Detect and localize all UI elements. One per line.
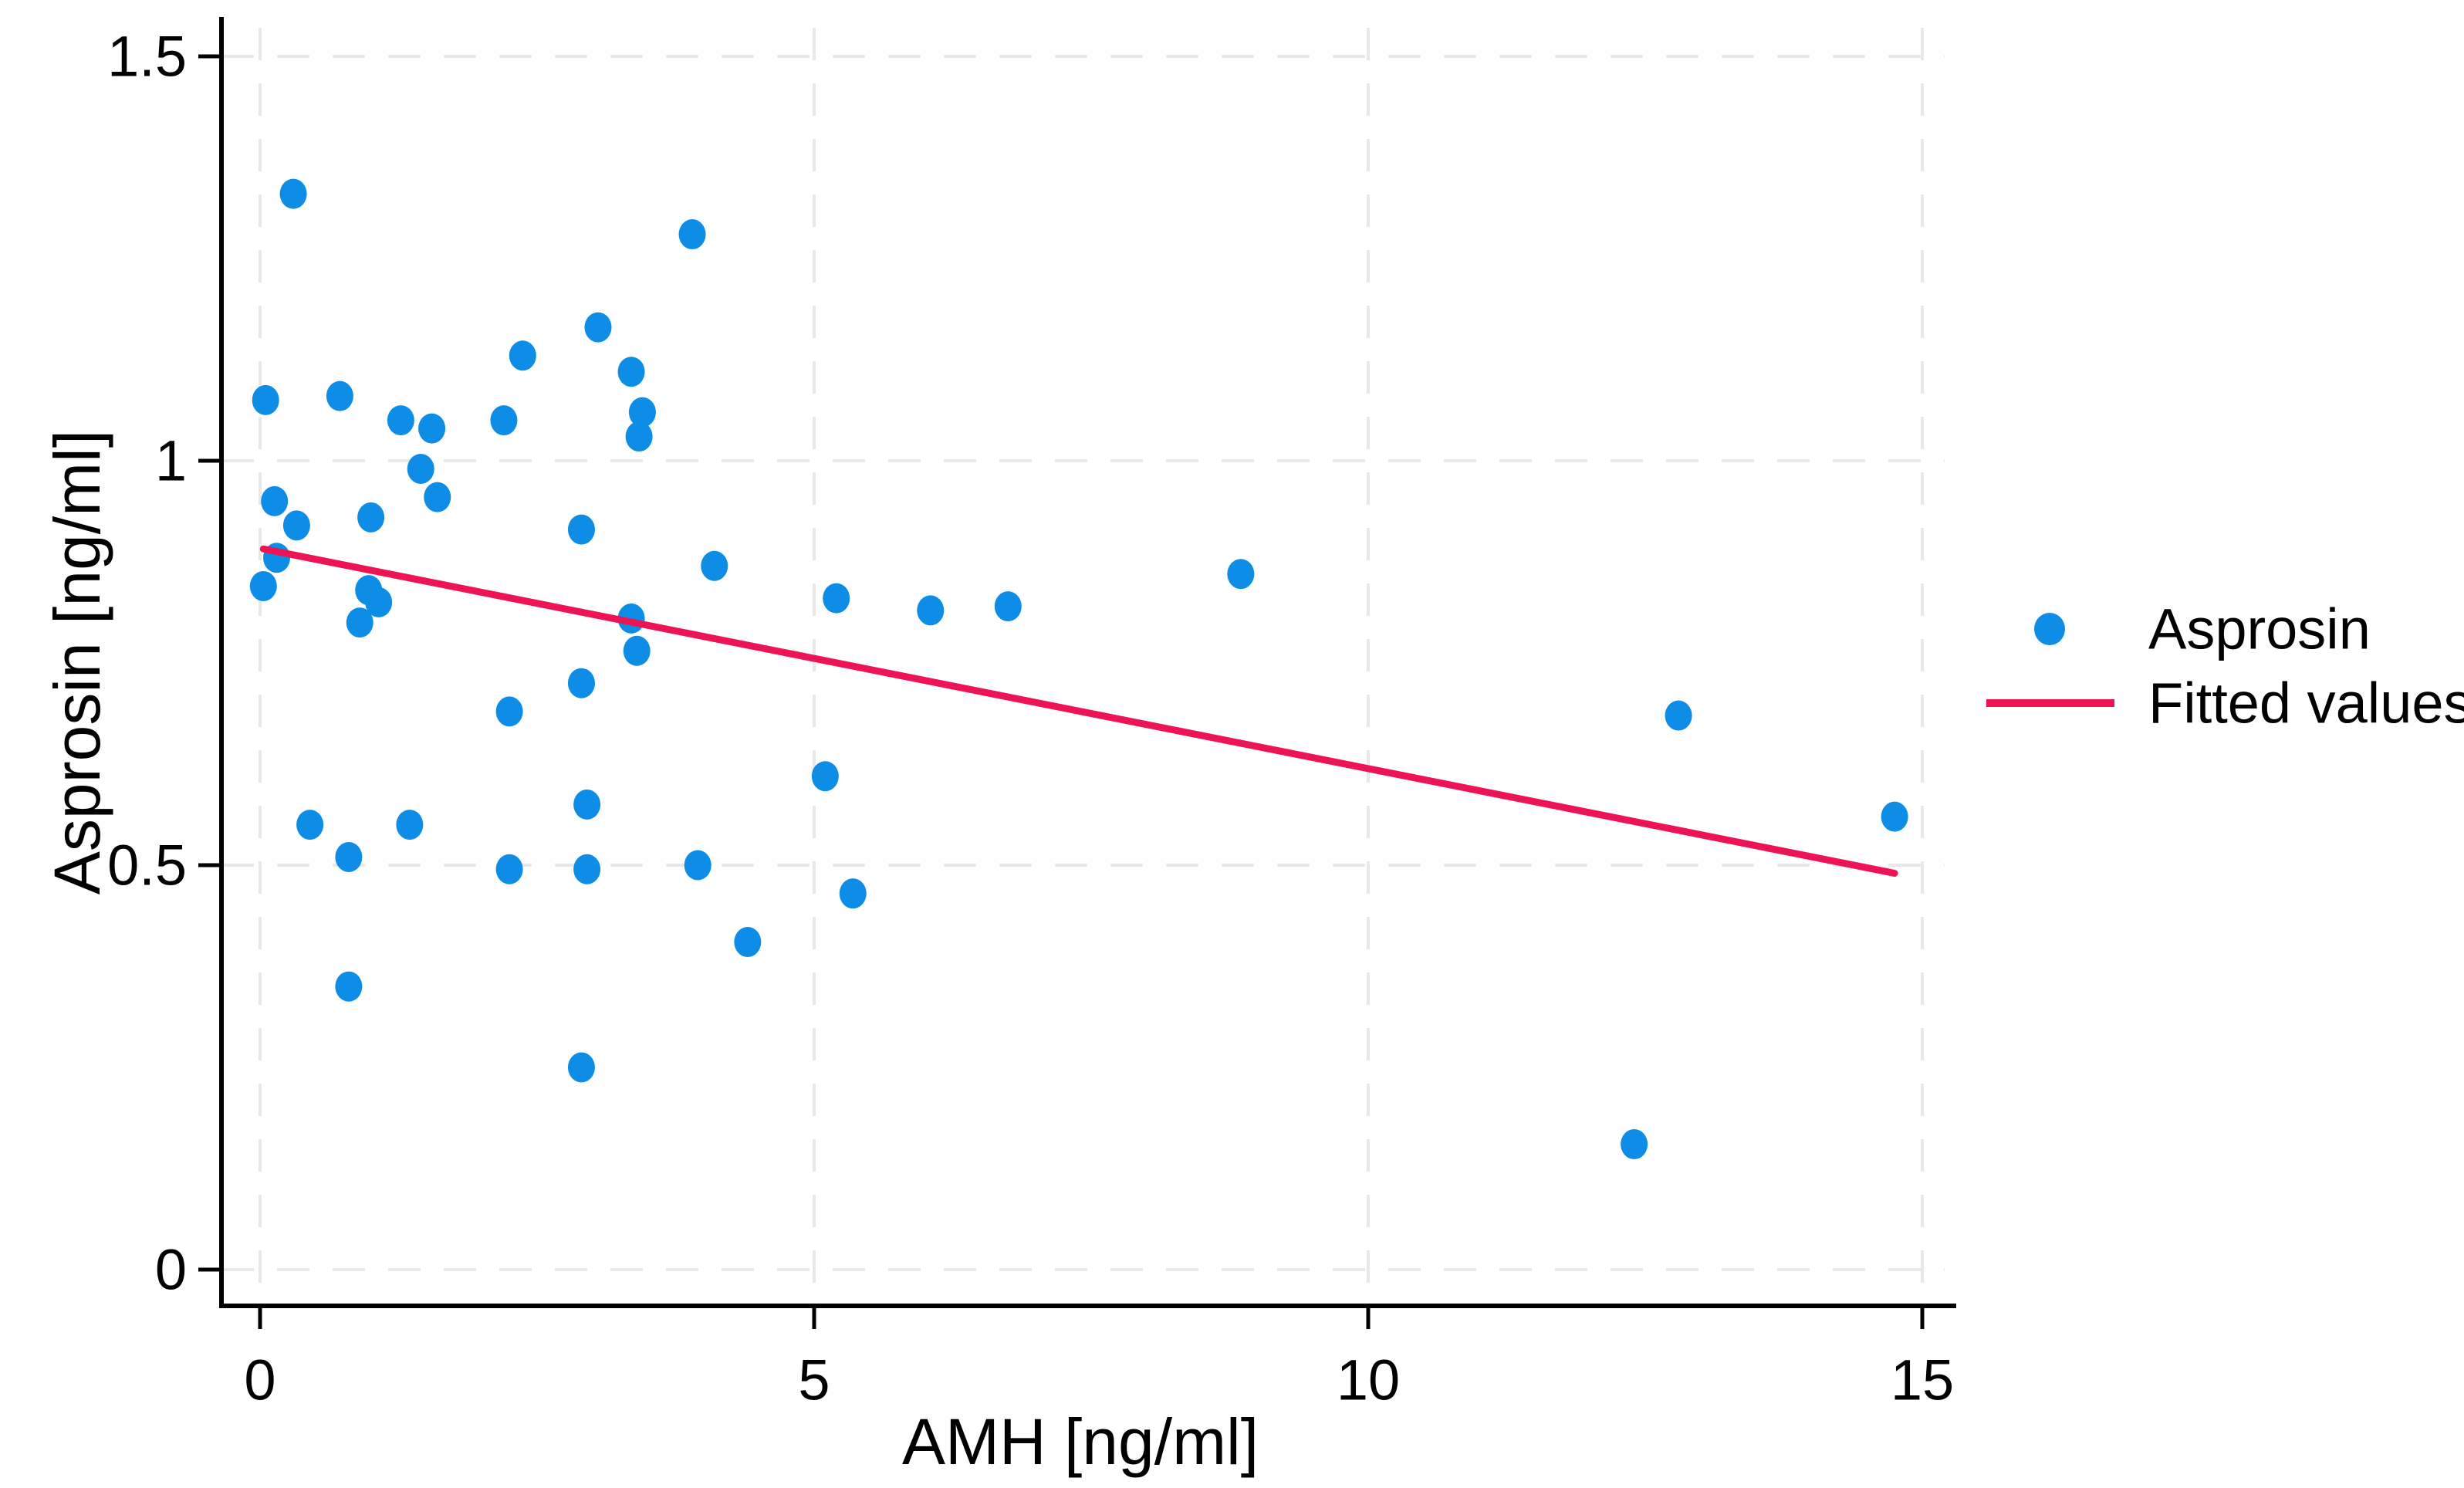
scatter-point	[407, 453, 434, 484]
scatter-point	[625, 421, 653, 452]
scatter-point	[490, 405, 518, 436]
scatter-point	[261, 485, 289, 516]
scatter-point	[495, 696, 523, 727]
gridlines	[221, 28, 1945, 1306]
legend-fitted-values-label: Fitted values	[2148, 671, 2464, 736]
scatter-point	[684, 850, 711, 881]
scatter-point	[252, 384, 279, 415]
scatter-point	[823, 583, 850, 614]
scatter-point	[296, 810, 324, 840]
scatter-point	[584, 312, 612, 343]
y-axis-title: Asprosin [ng/ml]	[41, 430, 113, 894]
scatter-point	[917, 595, 945, 626]
scatter-point	[678, 219, 706, 250]
y-tick-label: 1.5	[107, 25, 187, 89]
scatter-point	[1665, 700, 1692, 731]
x-tick-label: 5	[798, 1348, 830, 1412]
scatter-point	[326, 380, 353, 411]
x-tick-label: 10	[1337, 1348, 1400, 1412]
scatter-point	[282, 510, 310, 541]
scatter-point	[249, 570, 277, 601]
scatter-point	[396, 810, 424, 840]
scatter-point	[734, 927, 762, 958]
scatter-point	[567, 514, 595, 545]
scatter-point	[701, 550, 728, 581]
x-tick-label: 15	[1891, 1348, 1954, 1412]
scatter-point	[1227, 559, 1255, 590]
fitted-line	[259, 545, 1898, 877]
scatter-point	[811, 761, 839, 792]
scatter-point	[346, 607, 373, 638]
x-tick-label: 0	[244, 1348, 275, 1412]
legend: Asprosin Fitted values	[1986, 597, 2464, 736]
scatter-point	[335, 842, 363, 873]
scatter-point	[839, 878, 867, 909]
legend-asprosin-label: Asprosin	[2148, 597, 2371, 661]
scatter-point	[495, 854, 523, 884]
scatter-point	[628, 397, 656, 428]
scatter-point	[567, 668, 595, 698]
y-tick-label: 0	[155, 1238, 187, 1302]
scatter-point	[357, 502, 385, 533]
scatter-point	[1621, 1129, 1648, 1160]
x-axis-title: AMH [ng/ml]	[902, 1405, 1259, 1478]
tick-labels: 0 0.5 1 1.5 0 5 10 15	[107, 25, 1954, 1412]
legend-asprosin-dot-icon	[2034, 613, 2065, 645]
scatter-point	[567, 1052, 595, 1083]
scatter-point	[509, 340, 536, 371]
scatter-point	[573, 789, 601, 820]
scatter-point	[1881, 801, 1908, 832]
data-series	[249, 178, 1908, 1160]
y-tick-label: 0.5	[107, 834, 187, 898]
scatter-point	[617, 357, 645, 387]
y-tick-label: 1	[155, 429, 187, 493]
scatter-point	[623, 635, 651, 666]
scatter-point	[573, 854, 601, 884]
scatter-point	[424, 482, 451, 512]
scatter-point	[418, 413, 446, 444]
scatter-point	[279, 178, 307, 209]
axes	[198, 17, 1956, 1329]
scatter-point	[335, 971, 363, 1002]
scatter-point	[994, 591, 1022, 622]
scatter-point	[387, 405, 414, 436]
scatter-point	[365, 587, 393, 617]
